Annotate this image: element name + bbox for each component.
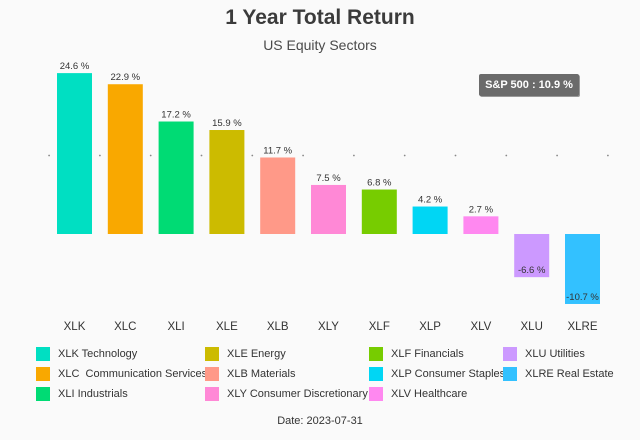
reference-dot <box>200 154 203 157</box>
reference-dot <box>556 154 558 157</box>
data-label: 7.5 % <box>316 173 341 184</box>
legend-label: XLE Energy <box>227 348 286 360</box>
legend-item: XLF Financials <box>369 345 464 363</box>
legend-swatch <box>369 347 383 361</box>
legend-label: XLRE Real Estate <box>525 368 614 380</box>
legend-label: XLV Healthcare <box>391 388 468 400</box>
data-label: 2.7 % <box>469 204 494 215</box>
legend-item: XLP Consumer Staples <box>369 365 505 383</box>
legend-label: XLI Industrials <box>58 388 128 400</box>
legend-swatch <box>205 347 219 361</box>
legend-item: XLV Healthcare <box>369 385 467 403</box>
reference-dot <box>505 154 508 157</box>
bar-xle <box>209 130 245 234</box>
legend-swatch <box>36 367 50 381</box>
reference-dot <box>149 154 152 157</box>
x-tick-label: XLP <box>419 321 441 333</box>
x-tick-label: XLK <box>64 321 86 333</box>
legend-item: XLY Consumer Discretionary <box>205 385 368 403</box>
bar-xlf <box>361 189 397 234</box>
legend-label: XLB Materials <box>227 368 296 380</box>
legend-swatch <box>205 387 219 401</box>
x-tick-label: XLI <box>167 321 184 333</box>
bar-xly <box>311 184 346 234</box>
x-tick-label: XLRE <box>567 321 597 333</box>
data-label: 4.2 % <box>418 195 443 206</box>
legend-label: XLK Technology <box>58 348 138 360</box>
legend-swatch <box>503 347 517 361</box>
legend-label: XLF Financials <box>391 348 464 360</box>
data-label: -10.7 % <box>566 292 599 303</box>
legend-item: XLI Industrials <box>36 385 128 403</box>
legend-item: XLC Communication Services <box>36 365 207 383</box>
x-tick-label: XLY <box>318 321 339 333</box>
bar-xlp <box>412 206 448 234</box>
chart-title: 1 Year Total Return <box>225 6 415 29</box>
reference-dot <box>607 154 609 157</box>
legend-swatch <box>36 387 50 401</box>
x-tick-label: XLB <box>267 321 289 333</box>
legend-swatch <box>369 367 383 381</box>
reference-dot <box>251 154 254 157</box>
chart-subtitle: US Equity Sectors <box>263 37 377 53</box>
x-tick-label: XLU <box>521 321 543 333</box>
legend-label: XLY Consumer Discretionary <box>227 388 368 400</box>
legend-item: XLK Technology <box>36 345 137 363</box>
x-tick-label: XLE <box>216 321 238 333</box>
bar-xlc <box>107 84 143 234</box>
data-label: -6.6 % <box>518 265 546 276</box>
legend-swatch <box>503 367 517 381</box>
reference-dot <box>48 154 50 157</box>
data-label: 6.8 % <box>367 178 392 189</box>
data-label: 24.6 % <box>60 61 90 72</box>
data-label: 11.7 % <box>263 145 292 156</box>
legend-swatch <box>36 347 50 361</box>
bar-xlre <box>565 234 600 304</box>
legend-swatch <box>369 387 383 401</box>
legend-swatch <box>205 367 219 381</box>
reference-dot <box>302 154 304 157</box>
reference-dot <box>403 154 406 157</box>
data-label: 22.9 % <box>111 72 141 83</box>
bar-xlu <box>514 234 550 278</box>
x-tick-label: XLV <box>470 321 491 333</box>
bar-xli <box>158 121 194 234</box>
legend-label: XLP Consumer Staples <box>391 368 506 380</box>
legend-item: XLU Utilities <box>503 345 585 363</box>
date-footnote: Date: 2023-07-31 <box>277 415 363 427</box>
legend-item: XLRE Real Estate <box>503 365 614 383</box>
legend-label: XLU Utilities <box>525 348 585 360</box>
legend-label: XLC Communication Services <box>58 368 208 380</box>
legend-item: XLE Energy <box>205 345 286 363</box>
bar-xlk <box>57 73 92 234</box>
data-label: 15.9 % <box>212 118 242 129</box>
data-label: 17.2 % <box>161 110 191 121</box>
reference-dot <box>353 154 355 157</box>
x-tick-label: XLF <box>369 321 390 333</box>
reference-dot <box>99 154 101 157</box>
legend-item: XLB Materials <box>205 365 295 383</box>
x-tick-label: XLC <box>114 321 136 333</box>
reference-dot <box>454 154 457 157</box>
bar-xlb <box>260 157 296 234</box>
sp500-annotation-badge: S&P 500 : 10.9 % <box>479 74 579 96</box>
bar-xlv <box>463 216 499 234</box>
